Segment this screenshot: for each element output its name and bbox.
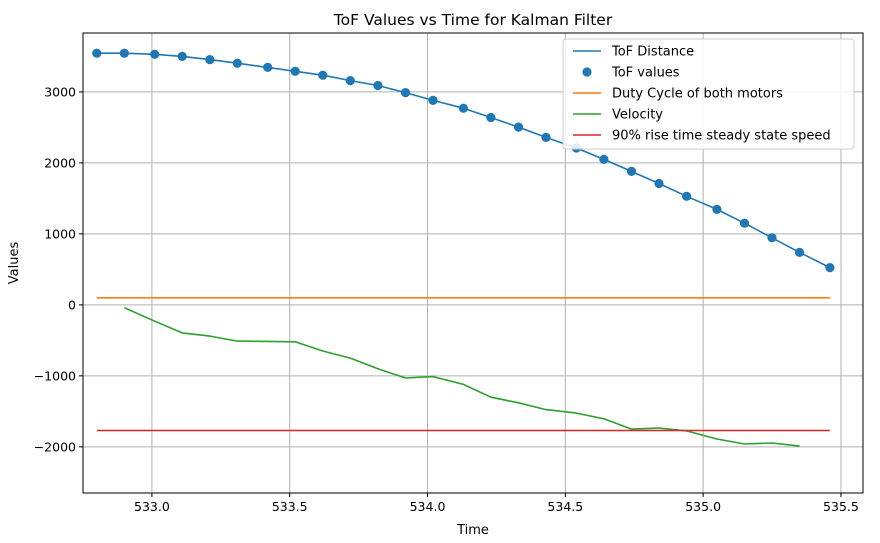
- y-tick-label: −1000: [34, 368, 76, 383]
- scatter-point: [599, 154, 609, 164]
- x-tick-label: 534.5: [547, 499, 583, 514]
- x-tick-label: 533.5: [272, 499, 308, 514]
- y-tick-label: 1000: [44, 226, 76, 241]
- scatter-point: [458, 103, 468, 113]
- scatter-point: [795, 247, 805, 257]
- scatter-point: [428, 95, 438, 105]
- x-axis: 533.0 533.5 534.0 534.5 535.0 535.5: [134, 493, 859, 514]
- y-tick-label: 3000: [44, 84, 76, 99]
- scatter-point: [486, 112, 496, 123]
- scatter-point: [767, 233, 777, 243]
- y-tick-label: 2000: [44, 155, 76, 170]
- legend-label: 90% rise time steady state speed: [612, 129, 831, 144]
- x-tick-label: 535.0: [685, 499, 721, 514]
- plot-area: [92, 48, 835, 447]
- x-axis-label: Time: [456, 523, 489, 538]
- scatter-point: [318, 70, 328, 80]
- scatter-point: [541, 132, 551, 142]
- x-tick-label: 534.0: [410, 499, 446, 514]
- legend-label: ToF values: [611, 66, 680, 81]
- scatter-point: [290, 66, 300, 76]
- scatter-point: [682, 191, 692, 201]
- scatter-point: [825, 263, 835, 273]
- legend-label: ToF Distance: [611, 45, 694, 60]
- scatter-point: [373, 80, 383, 91]
- x-tick-label: 535.5: [823, 499, 859, 514]
- scatter-point: [739, 218, 750, 228]
- y-axis: −2000 −1000 0 1000 2000 3000: [34, 84, 83, 454]
- scatter-point: [150, 49, 160, 59]
- scatter-point: [712, 204, 722, 214]
- scatter-point: [345, 76, 355, 86]
- x-tick-label: 533.0: [134, 499, 170, 514]
- scatter-point: [654, 178, 664, 189]
- plot-frame: [82, 32, 864, 494]
- legend-label: Duty Cycle of both motors: [612, 87, 783, 102]
- legend-box: [562, 38, 855, 150]
- y-tick-label: −2000: [34, 439, 76, 454]
- scatter-point: [119, 48, 129, 58]
- scatter-point: [232, 58, 242, 68]
- scatter-point: [400, 88, 411, 98]
- y-axis-label: Values: [7, 242, 22, 285]
- chart-title: ToF Values vs Time for Kalman Filter: [333, 11, 613, 29]
- series-line: [123, 306, 800, 447]
- legend-marker: [582, 67, 592, 77]
- scatter-point: [177, 51, 187, 62]
- scatter-point: [263, 62, 273, 72]
- y-tick-label: 0: [68, 297, 76, 312]
- scatter-point: [205, 55, 215, 65]
- legend: ToF Distance ToF values Duty Cycle of both…: [562, 38, 855, 150]
- scatter-point: [513, 122, 524, 132]
- scatter-point: [92, 48, 102, 58]
- scatter-point: [626, 166, 637, 176]
- legend-label: Velocity: [612, 108, 663, 123]
